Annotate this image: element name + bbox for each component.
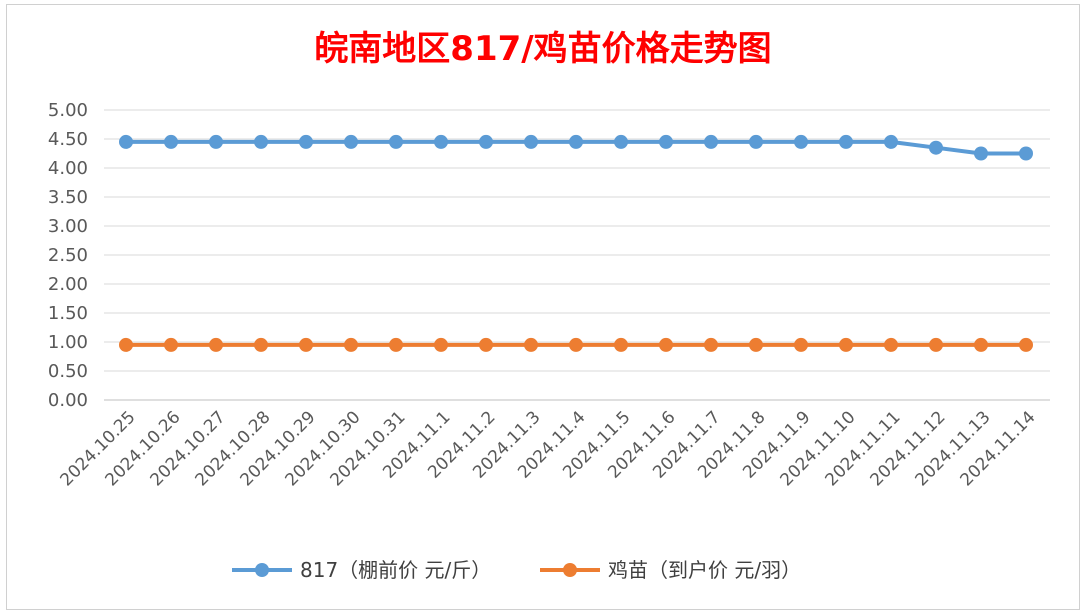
y-tick-label: 0.50 [48, 361, 88, 382]
data-point [254, 337, 268, 352]
series-group [119, 134, 1033, 352]
data-point [884, 134, 898, 149]
data-point [209, 134, 223, 149]
legend-label: 鸡苗（到户价 元/羽） [608, 558, 801, 582]
data-point [209, 337, 223, 352]
x-axis: 2024.10.252024.10.262024.10.272024.10.28… [57, 407, 1040, 490]
data-point [659, 337, 673, 352]
chart-area [6, 4, 1080, 610]
legend-swatch-marker [563, 563, 577, 577]
data-point [344, 134, 358, 149]
data-point [389, 134, 403, 149]
y-tick-label: 2.50 [48, 245, 88, 266]
legend: 817（棚前价 元/斤） 鸡苗（到户价 元/羽） [232, 558, 801, 582]
gridlines [104, 109, 1050, 401]
data-point [434, 337, 448, 352]
y-tick-label: 4.00 [48, 158, 88, 179]
y-axis: 0.00 0.50 1.00 1.50 2.00 2.50 3.00 3.50 4.00 4.50… [48, 100, 88, 411]
data-point [704, 134, 718, 149]
data-point [749, 337, 763, 352]
data-point [974, 337, 988, 352]
data-point [614, 337, 628, 352]
data-point [479, 134, 493, 149]
data-point [344, 337, 358, 352]
y-tick-label: 5.00 [48, 100, 88, 121]
data-point [254, 134, 268, 149]
legend-label: 817（棚前价 元/斤） [300, 558, 491, 582]
data-point [884, 337, 898, 352]
data-point [1019, 337, 1033, 352]
data-point [659, 134, 673, 149]
data-point [299, 337, 313, 352]
data-point [704, 337, 718, 352]
data-point [974, 146, 988, 161]
data-point [479, 337, 493, 352]
y-tick-label: 3.50 [48, 187, 88, 208]
chart-title: 皖南地区817/鸡苗价格走势图 [314, 29, 771, 69]
data-point [164, 337, 178, 352]
data-point [299, 134, 313, 149]
data-point [749, 134, 763, 149]
data-point [839, 134, 853, 149]
data-point [434, 134, 448, 149]
data-point [164, 134, 178, 149]
data-point [389, 337, 403, 352]
legend-swatch-marker [255, 563, 269, 577]
y-tick-label: 3.00 [48, 216, 88, 237]
data-point [524, 337, 538, 352]
data-point [524, 134, 538, 149]
data-point [119, 337, 133, 352]
data-point [794, 134, 808, 149]
data-point [1019, 146, 1033, 161]
data-point [614, 134, 628, 149]
y-tick-label: 1.00 [48, 332, 88, 353]
data-point [929, 337, 943, 352]
data-point [929, 140, 943, 155]
y-tick-label: 4.50 [48, 129, 88, 150]
y-tick-label: 1.50 [48, 303, 88, 324]
data-point [839, 337, 853, 352]
y-tick-label: 2.00 [48, 274, 88, 295]
data-point [794, 337, 808, 352]
y-tick-label: 0.00 [48, 390, 88, 411]
data-point [119, 134, 133, 149]
data-point [569, 134, 583, 149]
data-point [569, 337, 583, 352]
